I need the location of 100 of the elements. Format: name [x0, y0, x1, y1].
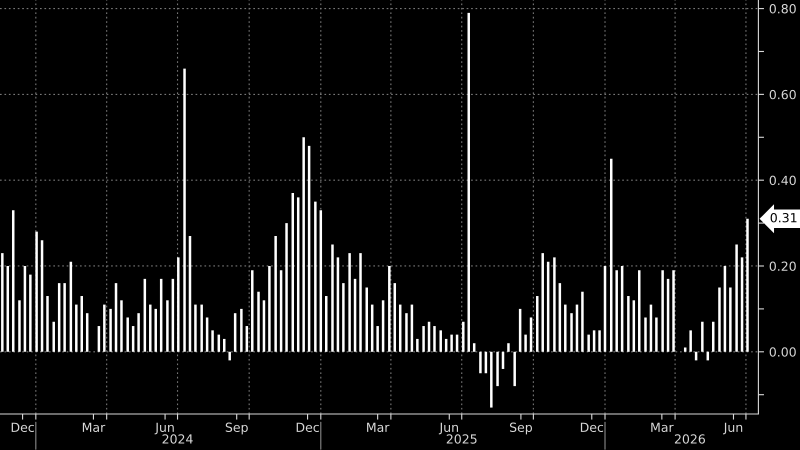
bar: [405, 313, 408, 352]
bar: [382, 300, 384, 352]
bar: [729, 287, 732, 352]
bar: [342, 283, 345, 352]
bar: [388, 266, 391, 352]
bar: [416, 338, 419, 352]
bar: [718, 287, 721, 352]
bar: [541, 253, 544, 352]
x-tick-label: Jun: [438, 422, 458, 434]
bar: [149, 304, 152, 352]
bar: [80, 296, 84, 352]
x-tick-label: Dec: [296, 422, 319, 432]
bar: [240, 308, 243, 352]
bar: [359, 253, 362, 352]
bar: [6, 266, 10, 352]
bar: [513, 352, 516, 386]
bar: [137, 313, 140, 352]
bar: [29, 274, 32, 352]
bar: [604, 266, 606, 352]
bar: [172, 278, 174, 352]
bar: [103, 304, 106, 352]
bar: [518, 308, 522, 352]
bar: [484, 352, 488, 374]
bar: [553, 257, 556, 352]
bar: [35, 232, 38, 352]
x-tick-label: Mar: [367, 422, 390, 432]
bar: [627, 296, 630, 352]
bar: [684, 348, 686, 352]
bar: [394, 283, 396, 352]
bar: [661, 270, 664, 352]
bar: [632, 300, 636, 352]
bar: [228, 352, 231, 360]
bar: [376, 326, 379, 352]
bar: [706, 352, 710, 360]
x-tick-label: Dec: [580, 422, 604, 432]
x2-tick-label: 2026: [674, 434, 705, 444]
bar: [570, 313, 573, 352]
bar: [712, 322, 714, 352]
y-tick-label: 0.40: [770, 176, 796, 186]
bar: [218, 334, 220, 352]
x-tick-label: Dec: [12, 422, 34, 432]
bar: [194, 304, 197, 352]
bar: [490, 352, 493, 408]
bar: [496, 352, 499, 386]
bar: [439, 330, 442, 352]
bar: [257, 292, 260, 352]
bar: [365, 287, 368, 352]
bar: [581, 292, 584, 352]
bar: [206, 317, 208, 352]
bar: [292, 193, 294, 352]
bar: [183, 68, 186, 352]
bar: [638, 270, 641, 352]
x2-tick-label: 2025: [446, 434, 477, 444]
bar: [18, 300, 21, 352]
bar: [302, 137, 305, 352]
bar: [308, 146, 310, 352]
bar: [444, 338, 448, 352]
bar: [735, 244, 738, 352]
bar: [479, 352, 482, 374]
bar: [75, 304, 78, 352]
bar: [615, 270, 618, 352]
bar: [144, 278, 146, 352]
bar: [1, 253, 4, 352]
bar: [109, 308, 112, 352]
bar: [610, 158, 612, 352]
annotation: 0.31: [770, 212, 796, 222]
bar: [336, 257, 340, 352]
bar: [234, 313, 236, 352]
bar: [120, 300, 123, 352]
bar: [694, 352, 698, 360]
x2-tick-label: 2024: [162, 434, 193, 444]
bar: [433, 326, 436, 352]
bar: [52, 322, 55, 352]
x-tick-label: Mar: [651, 422, 674, 432]
bar: [576, 304, 578, 352]
bar: [462, 322, 465, 352]
bar: [251, 270, 254, 352]
bar: [262, 300, 266, 352]
bar: [188, 236, 192, 352]
bar: [558, 283, 562, 352]
bar: [450, 334, 453, 352]
bar: [40, 240, 44, 352]
bar: [86, 313, 88, 352]
y-tick-label: 0.00: [770, 347, 796, 357]
x-tick-label: Mar: [82, 422, 106, 432]
bar: [268, 266, 271, 352]
bar: [524, 334, 527, 352]
bar: [456, 334, 458, 352]
bar: [530, 317, 532, 352]
x-tick-label: Jun: [723, 422, 742, 434]
bar: [211, 330, 214, 352]
bar: [672, 270, 675, 352]
bar: [154, 308, 157, 352]
bar: [348, 253, 351, 352]
bar: [320, 210, 322, 352]
bar: [296, 197, 300, 352]
bar: [58, 283, 60, 352]
y-tick-label: 0.60: [770, 90, 796, 100]
bar: [354, 278, 356, 352]
bar: [724, 266, 726, 352]
